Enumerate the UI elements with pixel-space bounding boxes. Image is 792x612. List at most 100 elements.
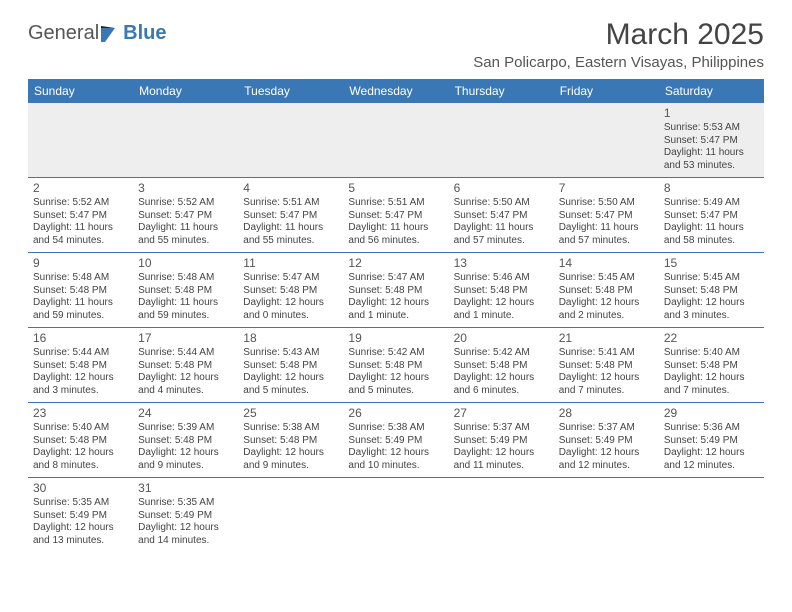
sunset-text: Sunset: 5:49 PM bbox=[138, 510, 233, 523]
day-number: 10 bbox=[138, 256, 233, 271]
sunset-text: Sunset: 5:47 PM bbox=[454, 210, 549, 223]
calendar-week-row: 16Sunrise: 5:44 AMSunset: 5:48 PMDayligh… bbox=[28, 328, 764, 403]
column-header: Sunday bbox=[28, 79, 133, 103]
logo-text-2: Blue bbox=[123, 22, 166, 45]
daylight-text: Daylight: 12 hours and 4 minutes. bbox=[138, 372, 233, 397]
sunrise-text: Sunrise: 5:49 AM bbox=[664, 197, 759, 210]
daylight-text: Daylight: 12 hours and 7 minutes. bbox=[664, 372, 759, 397]
calendar-day-cell: 18Sunrise: 5:43 AMSunset: 5:48 PMDayligh… bbox=[238, 328, 343, 403]
title-block: March 2025 San Policarpo, Eastern Visaya… bbox=[473, 18, 764, 71]
day-number: 23 bbox=[33, 406, 128, 421]
sunrise-text: Sunrise: 5:37 AM bbox=[559, 422, 654, 435]
calendar-header-row: SundayMondayTuesdayWednesdayThursdayFrid… bbox=[28, 79, 764, 103]
calendar-day-cell bbox=[659, 478, 764, 553]
sunrise-text: Sunrise: 5:41 AM bbox=[559, 347, 654, 360]
sunrise-text: Sunrise: 5:42 AM bbox=[454, 347, 549, 360]
sunrise-text: Sunrise: 5:44 AM bbox=[33, 347, 128, 360]
sunrise-text: Sunrise: 5:52 AM bbox=[138, 197, 233, 210]
calendar-day-cell: 11Sunrise: 5:47 AMSunset: 5:48 PMDayligh… bbox=[238, 253, 343, 328]
daylight-text: Daylight: 11 hours and 54 minutes. bbox=[33, 222, 128, 247]
logo-flag-icon bbox=[101, 26, 123, 42]
sunset-text: Sunset: 5:48 PM bbox=[559, 285, 654, 298]
sunset-text: Sunset: 5:48 PM bbox=[664, 360, 759, 373]
sunset-text: Sunset: 5:48 PM bbox=[348, 285, 443, 298]
day-number: 19 bbox=[348, 331, 443, 346]
daylight-text: Daylight: 12 hours and 12 minutes. bbox=[664, 447, 759, 472]
daylight-text: Daylight: 12 hours and 12 minutes. bbox=[559, 447, 654, 472]
month-title: March 2025 bbox=[473, 18, 764, 52]
calendar-day-cell bbox=[28, 103, 133, 178]
day-number: 20 bbox=[454, 331, 549, 346]
daylight-text: Daylight: 12 hours and 1 minute. bbox=[348, 297, 443, 322]
calendar-day-cell: 15Sunrise: 5:45 AMSunset: 5:48 PMDayligh… bbox=[659, 253, 764, 328]
sunrise-text: Sunrise: 5:51 AM bbox=[348, 197, 443, 210]
calendar-day-cell: 26Sunrise: 5:38 AMSunset: 5:49 PMDayligh… bbox=[343, 403, 448, 478]
calendar-day-cell bbox=[449, 103, 554, 178]
sunset-text: Sunset: 5:47 PM bbox=[348, 210, 443, 223]
daylight-text: Daylight: 11 hours and 59 minutes. bbox=[33, 297, 128, 322]
column-header: Friday bbox=[554, 79, 659, 103]
sunset-text: Sunset: 5:48 PM bbox=[33, 435, 128, 448]
day-number: 7 bbox=[559, 181, 654, 196]
day-number: 8 bbox=[664, 181, 759, 196]
calendar-day-cell: 13Sunrise: 5:46 AMSunset: 5:48 PMDayligh… bbox=[449, 253, 554, 328]
calendar-day-cell: 23Sunrise: 5:40 AMSunset: 5:48 PMDayligh… bbox=[28, 403, 133, 478]
sunrise-text: Sunrise: 5:36 AM bbox=[664, 422, 759, 435]
day-number: 5 bbox=[348, 181, 443, 196]
calendar-day-cell: 28Sunrise: 5:37 AMSunset: 5:49 PMDayligh… bbox=[554, 403, 659, 478]
day-number: 22 bbox=[664, 331, 759, 346]
sunset-text: Sunset: 5:48 PM bbox=[33, 360, 128, 373]
calendar-week-row: 30Sunrise: 5:35 AMSunset: 5:49 PMDayligh… bbox=[28, 478, 764, 553]
day-number: 25 bbox=[243, 406, 338, 421]
daylight-text: Daylight: 11 hours and 57 minutes. bbox=[454, 222, 549, 247]
sunset-text: Sunset: 5:47 PM bbox=[33, 210, 128, 223]
daylight-text: Daylight: 12 hours and 8 minutes. bbox=[33, 447, 128, 472]
daylight-text: Daylight: 11 hours and 55 minutes. bbox=[243, 222, 338, 247]
calendar-day-cell bbox=[133, 103, 238, 178]
sunrise-text: Sunrise: 5:43 AM bbox=[243, 347, 338, 360]
daylight-text: Daylight: 12 hours and 3 minutes. bbox=[33, 372, 128, 397]
daylight-text: Daylight: 12 hours and 11 minutes. bbox=[454, 447, 549, 472]
sunrise-text: Sunrise: 5:38 AM bbox=[348, 422, 443, 435]
day-number: 31 bbox=[138, 481, 233, 496]
daylight-text: Daylight: 12 hours and 6 minutes. bbox=[454, 372, 549, 397]
sunset-text: Sunset: 5:47 PM bbox=[243, 210, 338, 223]
sunset-text: Sunset: 5:47 PM bbox=[559, 210, 654, 223]
calendar-day-cell: 7Sunrise: 5:50 AMSunset: 5:47 PMDaylight… bbox=[554, 178, 659, 253]
sunrise-text: Sunrise: 5:52 AM bbox=[33, 197, 128, 210]
sunset-text: Sunset: 5:48 PM bbox=[559, 360, 654, 373]
calendar-day-cell: 24Sunrise: 5:39 AMSunset: 5:48 PMDayligh… bbox=[133, 403, 238, 478]
day-number: 14 bbox=[559, 256, 654, 271]
sunset-text: Sunset: 5:47 PM bbox=[664, 135, 759, 148]
day-number: 21 bbox=[559, 331, 654, 346]
calendar-week-row: 2Sunrise: 5:52 AMSunset: 5:47 PMDaylight… bbox=[28, 178, 764, 253]
sunrise-text: Sunrise: 5:37 AM bbox=[454, 422, 549, 435]
calendar-day-cell: 1Sunrise: 5:53 AMSunset: 5:47 PMDaylight… bbox=[659, 103, 764, 178]
calendar-body: 1Sunrise: 5:53 AMSunset: 5:47 PMDaylight… bbox=[28, 103, 764, 552]
calendar-day-cell bbox=[343, 103, 448, 178]
daylight-text: Daylight: 11 hours and 58 minutes. bbox=[664, 222, 759, 247]
day-number: 27 bbox=[454, 406, 549, 421]
sunrise-text: Sunrise: 5:51 AM bbox=[243, 197, 338, 210]
sunrise-text: Sunrise: 5:48 AM bbox=[138, 272, 233, 285]
column-header: Saturday bbox=[659, 79, 764, 103]
day-number: 6 bbox=[454, 181, 549, 196]
daylight-text: Daylight: 12 hours and 10 minutes. bbox=[348, 447, 443, 472]
calendar-day-cell: 8Sunrise: 5:49 AMSunset: 5:47 PMDaylight… bbox=[659, 178, 764, 253]
calendar-day-cell: 25Sunrise: 5:38 AMSunset: 5:48 PMDayligh… bbox=[238, 403, 343, 478]
sunrise-text: Sunrise: 5:40 AM bbox=[33, 422, 128, 435]
day-number: 13 bbox=[454, 256, 549, 271]
calendar-day-cell bbox=[449, 478, 554, 553]
column-header: Monday bbox=[133, 79, 238, 103]
sunrise-text: Sunrise: 5:39 AM bbox=[138, 422, 233, 435]
calendar-day-cell: 22Sunrise: 5:40 AMSunset: 5:48 PMDayligh… bbox=[659, 328, 764, 403]
sunset-text: Sunset: 5:49 PM bbox=[664, 435, 759, 448]
calendar-day-cell bbox=[238, 103, 343, 178]
sunrise-text: Sunrise: 5:38 AM bbox=[243, 422, 338, 435]
calendar-day-cell bbox=[554, 478, 659, 553]
location: San Policarpo, Eastern Visayas, Philippi… bbox=[473, 54, 764, 71]
sunset-text: Sunset: 5:48 PM bbox=[138, 360, 233, 373]
calendar-table: SundayMondayTuesdayWednesdayThursdayFrid… bbox=[28, 79, 764, 552]
calendar-day-cell: 12Sunrise: 5:47 AMSunset: 5:48 PMDayligh… bbox=[343, 253, 448, 328]
day-number: 15 bbox=[664, 256, 759, 271]
